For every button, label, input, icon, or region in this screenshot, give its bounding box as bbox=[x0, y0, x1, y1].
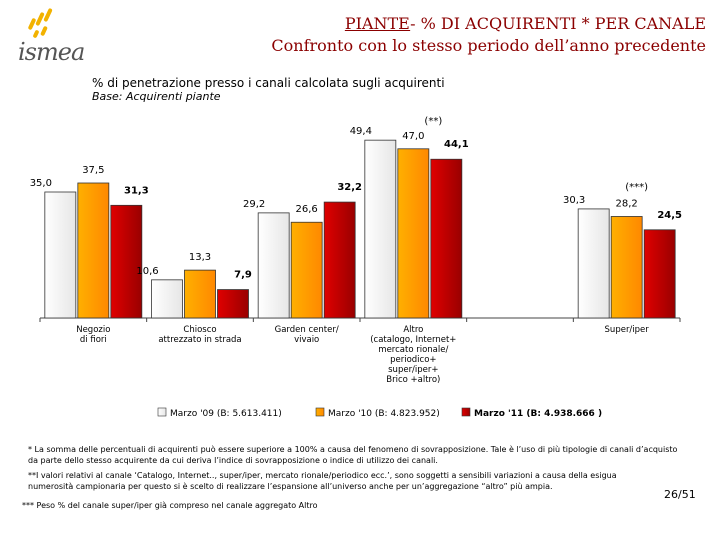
bar bbox=[577, 208, 610, 319]
category-label: Negozio di fiori bbox=[76, 325, 110, 345]
data-label: 37,5 bbox=[82, 165, 104, 176]
data-label: 24,5 bbox=[657, 210, 682, 221]
page-number: 26/51 bbox=[664, 488, 696, 501]
category-label: Super/iper bbox=[605, 325, 650, 335]
bar bbox=[430, 158, 463, 319]
legend-label: Marzo '09 (B: 5.613.411) bbox=[170, 409, 282, 419]
bar bbox=[77, 182, 110, 319]
category-label: Garden center/vivaio bbox=[275, 325, 339, 345]
bar bbox=[184, 269, 216, 319]
bar bbox=[151, 279, 183, 319]
bar-chart: 35,0 37,5 31,3 Negozio di fiori 10,6 13,3 7,9 Ch… bbox=[30, 116, 682, 419]
bar bbox=[323, 201, 356, 319]
data-label: 28,2 bbox=[616, 198, 638, 209]
footnote-3: *** Peso % del canale super/iper già com… bbox=[22, 501, 318, 510]
logo-text: ismea bbox=[18, 38, 85, 66]
legend-swatch bbox=[157, 407, 167, 417]
chart-title: % di penetrazione presso i canali calcol… bbox=[92, 76, 445, 90]
ismea-logo bbox=[12, 4, 82, 68]
data-label: 49,4 bbox=[350, 126, 372, 137]
data-label: 31,3 bbox=[124, 185, 149, 196]
data-label: 35,0 bbox=[30, 178, 52, 189]
bar bbox=[257, 212, 290, 319]
logo-mark-icon bbox=[28, 8, 53, 38]
category-label: Altro (catalogo, Internet+ mercato rionale… bbox=[370, 325, 456, 385]
legend-swatch bbox=[461, 407, 471, 417]
data-label: 29,2 bbox=[243, 199, 265, 210]
page-title: PIANTE- % DI ACQUIRENTI * PER CANALE bbox=[345, 14, 706, 33]
category-label: Chiosco attrezzato in strada bbox=[158, 325, 241, 345]
data-label: 10,6 bbox=[136, 266, 158, 277]
data-label: 26,6 bbox=[296, 204, 318, 215]
bar bbox=[610, 216, 643, 319]
bar bbox=[217, 289, 249, 319]
bar bbox=[397, 148, 430, 319]
annotation: (**) bbox=[424, 116, 442, 127]
bar bbox=[364, 139, 397, 319]
bar bbox=[44, 191, 77, 319]
data-label: 30,3 bbox=[563, 195, 585, 206]
legend-label: Marzo '10 (B: 4.823.952) bbox=[328, 409, 440, 419]
bar bbox=[643, 229, 676, 319]
title-underlined: PIANTE bbox=[344, 14, 411, 33]
data-label: 32,2 bbox=[337, 182, 362, 193]
footnote-1: * La somma delle percentuali di acquiren… bbox=[28, 445, 678, 465]
page-subtitle: Confronto con lo stesso periodo dell’ann… bbox=[271, 36, 706, 55]
chart-base: Base: Acquirenti piante bbox=[92, 90, 221, 103]
title-rest: - % DI ACQUIRENTI * PER CANALE bbox=[410, 14, 706, 33]
data-label: 44,1 bbox=[444, 139, 469, 150]
legend-label: Marzo '11 (B: 4.938.666 ) bbox=[474, 409, 602, 419]
bar bbox=[110, 204, 143, 319]
bar bbox=[290, 221, 323, 319]
data-label: 7,9 bbox=[234, 270, 252, 281]
footnote-2: **I valori relativi al canale ‘Catalogo,… bbox=[28, 471, 617, 491]
data-label: 47,0 bbox=[402, 131, 424, 142]
annotation: (***) bbox=[625, 182, 648, 193]
legend-swatch bbox=[315, 407, 325, 417]
data-label: 13,3 bbox=[189, 252, 211, 263]
